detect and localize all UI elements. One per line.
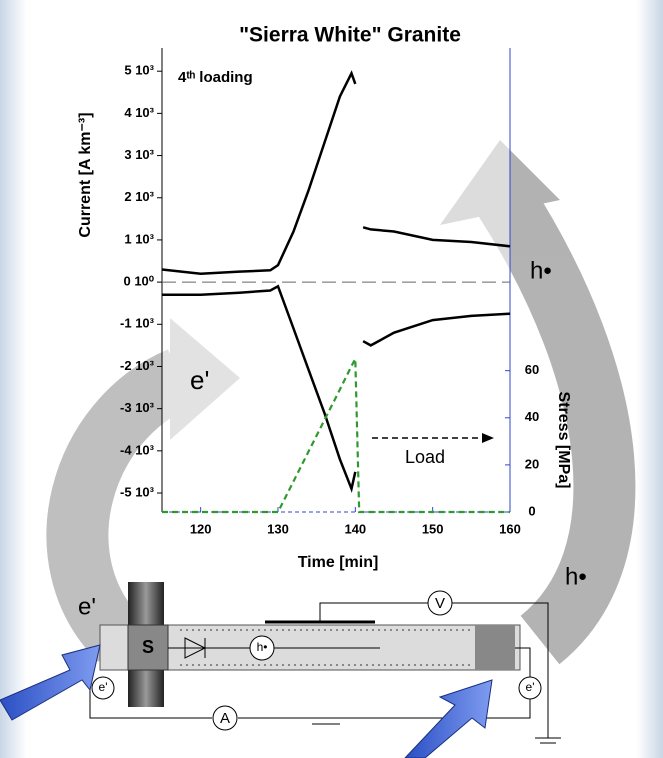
hole-circle-label: h• [257, 640, 268, 654]
y-tick-label: -1 10³ [120, 316, 155, 331]
series-line [162, 354, 510, 514]
ammeter-label: A [220, 710, 230, 727]
chart-title: "Sierra White" Granite [239, 24, 461, 47]
y-axis-title: Current [A km⁻³] [77, 112, 94, 237]
y-tick-label: 5 10³ [124, 63, 154, 78]
hole-label: h• [530, 257, 552, 284]
sample-label: S [142, 637, 154, 657]
load-label: Load [405, 447, 445, 467]
y2-axis-title: Stress [MPa] [555, 392, 572, 489]
wire [452, 602, 549, 738]
electron-circle-label: e' [99, 680, 108, 694]
circuit-diagram: S h• V A e' e' e' h• [78, 563, 587, 744]
load-arrow-head [482, 433, 494, 443]
y-tick-label: -2 10³ [120, 358, 155, 373]
x-tick-label: 130 [267, 521, 289, 536]
electron-label: e' [190, 365, 209, 395]
pointer-arrow [404, 679, 493, 758]
electron-label: e' [78, 593, 96, 620]
y-tick-label: -3 10³ [120, 400, 155, 415]
piston-top [128, 582, 164, 625]
ammeter [212, 705, 238, 731]
piston-bottom [128, 670, 164, 707]
y-tick-label: 3 10³ [124, 147, 154, 162]
y-tick-label: 1 10³ [124, 231, 154, 246]
series-line [162, 284, 511, 494]
hole-arrow-body [478, 183, 636, 665]
electron-arrow-body [46, 349, 194, 662]
annotation: 4ᵗʰ loading [178, 69, 253, 86]
x-axis-title: Time [min] [298, 554, 379, 571]
electron-circle [518, 676, 542, 700]
y-tick-label: 4 10³ [124, 105, 154, 120]
pointer-arrow [0, 644, 101, 721]
y-tick-label: -4 10³ [120, 442, 155, 457]
y-tick-label: 2 10³ [124, 189, 154, 204]
x-tick-label: 160 [499, 521, 521, 536]
y2-tick-label: 60 [525, 362, 539, 377]
x-tick-label: 120 [190, 521, 212, 536]
y-tick-label: -5 10³ [120, 484, 155, 499]
y2-tick-label: 40 [525, 409, 539, 424]
x-tick-label: 140 [344, 521, 366, 536]
wire [319, 602, 428, 622]
y2-tick-label: 20 [525, 456, 539, 471]
y2-tick-label: 0 [528, 503, 535, 518]
voltmeter-label: V [435, 595, 445, 612]
plot-area [162, 48, 510, 513]
series-line [161, 70, 511, 275]
electron-circle [91, 676, 115, 700]
hole-label: h• [565, 563, 587, 590]
electron-circle-label: e' [526, 680, 535, 694]
plot: 5 10³ 4 10³ 3 10³ 2 10³ 1 10³ 0 10⁰ -1 10³ -2 1… [120, 48, 539, 536]
y-tick-label: 0 10⁰ [123, 274, 154, 289]
x-tick-label: 150 [422, 521, 444, 536]
sample-block [127, 624, 169, 671]
end-electrode [475, 625, 515, 670]
